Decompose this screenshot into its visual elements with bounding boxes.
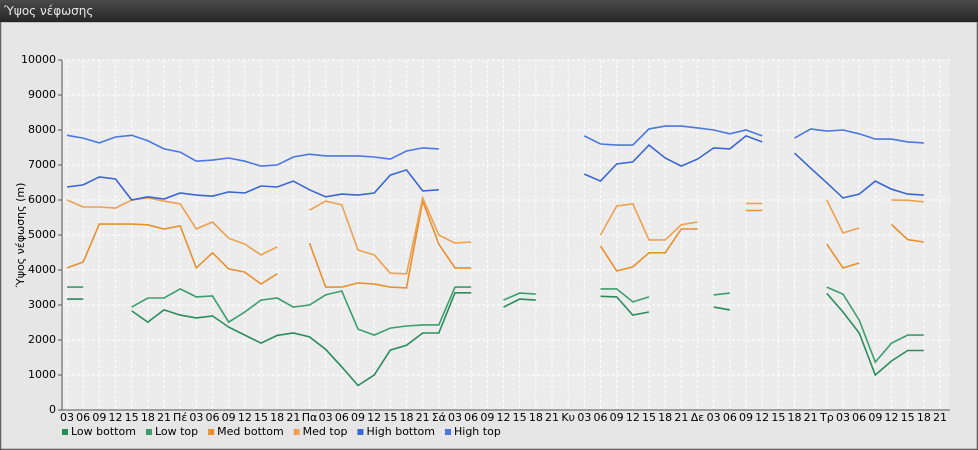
x-tick-label: 12 — [367, 411, 381, 424]
x-tick-label: 21 — [804, 411, 818, 424]
x-tick-label: Δε — [691, 411, 705, 424]
legend-label: Low top — [155, 425, 198, 438]
series-line — [66, 134, 924, 201]
series-line — [66, 198, 924, 289]
legend-swatch — [62, 429, 68, 435]
x-tick-label: 15 — [513, 411, 527, 424]
y-tick-label: 7000 — [28, 158, 56, 171]
x-tick-label: 12 — [238, 411, 252, 424]
y-tick-label: 4000 — [28, 263, 56, 276]
x-tick-label: 12 — [626, 411, 640, 424]
y-tick-label: 8000 — [28, 123, 56, 136]
x-tick-label: 12 — [109, 411, 123, 424]
x-tick-label: 21 — [674, 411, 688, 424]
x-tick-label: 21 — [286, 411, 300, 424]
x-tick-label: 21 — [157, 411, 171, 424]
x-tick-label: 06 — [464, 411, 478, 424]
x-tick-label: 06 — [335, 411, 349, 424]
x-tick-label: 15 — [125, 411, 139, 424]
x-tick-label: 21 — [416, 411, 430, 424]
legend-label: Low bottom — [71, 425, 136, 438]
x-tick-label: Τρ — [819, 411, 834, 424]
x-tick-label: 09 — [351, 411, 365, 424]
x-tick-label: 03 — [836, 411, 850, 424]
legend-swatch — [445, 429, 451, 435]
x-tick-label: 03 — [448, 411, 462, 424]
x-tick-label: 18 — [658, 411, 672, 424]
x-tick-label: 03 — [707, 411, 721, 424]
x-tick-label: 09 — [868, 411, 882, 424]
series-line — [67, 292, 924, 387]
legend-swatch — [145, 429, 152, 435]
x-tick-label: 09 — [739, 411, 753, 424]
title: Ύψος νέφωσης — [4, 4, 94, 18]
legend-label: High top — [454, 425, 501, 438]
x-tick-label: 03 — [189, 411, 203, 424]
x-tick-label: 21 — [545, 411, 559, 424]
legend-label: Med top — [303, 425, 348, 438]
x-tick-label: 03 — [577, 411, 591, 424]
x-tick-label: 18 — [788, 411, 802, 424]
x-tick-label: 06 — [723, 411, 737, 424]
x-tick-label: 15 — [383, 411, 397, 424]
x-tick-label: 21 — [933, 411, 947, 424]
chart: Ύψος νέφωσης (m) 0 1000 2000 3000 4000 5000 60… — [0, 22, 978, 450]
legend-swatch — [357, 429, 364, 435]
x-tick-label: Πα — [302, 411, 318, 424]
x-tick-label: 06 — [852, 411, 866, 424]
x-tick-label: 12 — [755, 411, 769, 424]
x-tick-label: 15 — [642, 411, 656, 424]
y-tick-label: 2000 — [28, 333, 56, 346]
x-tick-label: 12 — [885, 411, 899, 424]
series-line — [66, 125, 924, 167]
x-tick-label: 15 — [901, 411, 915, 424]
y-axis-label: Ύψος νέφωσης (m) — [14, 183, 27, 289]
x-tick-label: 09 — [222, 411, 236, 424]
legend-swatch — [293, 429, 300, 435]
x-tick-label: Πέ — [173, 411, 187, 424]
legend-label: High bottom — [366, 425, 435, 438]
legend-swatch — [208, 429, 215, 435]
x-tick-label: 06 — [206, 411, 220, 424]
y-tick-label: 5000 — [28, 228, 56, 241]
plot-area — [62, 60, 950, 410]
x-tick-label: 06 — [76, 411, 90, 424]
y-tick-label: 1000 — [28, 368, 56, 381]
x-tick-label: 18 — [917, 411, 931, 424]
x-tick-label: 18 — [141, 411, 155, 424]
series-line — [67, 286, 924, 364]
x-tick-label: 09 — [480, 411, 494, 424]
x-tick-label: 09 — [610, 411, 624, 424]
x-tick-label: 09 — [92, 411, 106, 424]
y-tick-label: 10000 — [21, 53, 56, 66]
x-tick-label: Κυ — [561, 411, 575, 424]
x-tick-label: 03 — [319, 411, 333, 424]
x-tick-label: 12 — [497, 411, 511, 424]
y-tick-label: 0 — [49, 403, 56, 416]
y-tick-label: 9000 — [28, 88, 56, 101]
title-bar: Ύψος νέφωσης — [0, 0, 978, 22]
x-tick-label: 18 — [529, 411, 543, 424]
y-tick-label: 6000 — [28, 193, 56, 206]
x-tick-label: 15 — [254, 411, 268, 424]
x-tick-label: 18 — [270, 411, 284, 424]
x-tick-label: 06 — [594, 411, 608, 424]
series-line — [66, 195, 924, 275]
x-tick-label: 15 — [771, 411, 785, 424]
x-tick-label: Σά — [432, 411, 446, 424]
legend-label: Med bottom — [217, 425, 284, 438]
y-tick-label: 3000 — [28, 298, 56, 311]
x-tick-label: 18 — [400, 411, 414, 424]
x-tick-label: 03 — [60, 411, 74, 424]
